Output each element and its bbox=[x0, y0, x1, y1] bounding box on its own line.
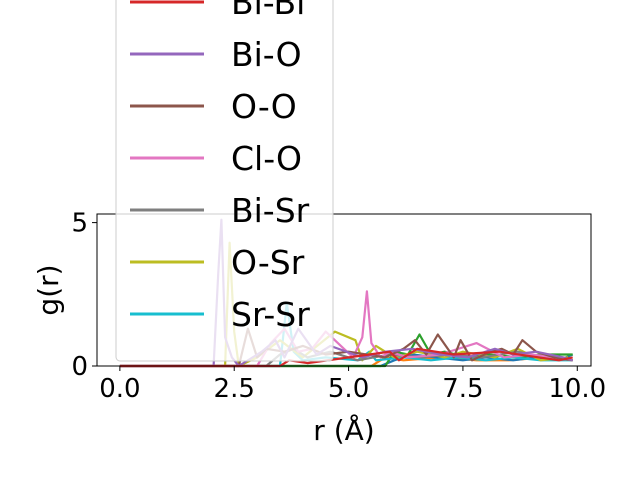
legend-label-bi-sr: Bi-Sr bbox=[231, 191, 310, 230]
y-axis-label: g(r) bbox=[32, 264, 65, 315]
legend-items: Bi-Bi Bi-O O-O Cl-O Bi-Sr O-Sr Sr-Sr bbox=[130, 0, 310, 334]
x-tick-label: 10.0 bbox=[548, 374, 606, 404]
legend-label-cl-o: Cl-O bbox=[231, 139, 302, 178]
x-tick-label: 0.0 bbox=[99, 374, 140, 404]
y-tick-label: 0 bbox=[71, 352, 88, 382]
y-tick-label: 5 bbox=[71, 209, 88, 239]
legend-label-bi-bi: Bi-Bi bbox=[231, 0, 305, 22]
legend-label-sr-sr: Sr-Sr bbox=[231, 295, 310, 334]
legend: Bi-Bi Bi-O O-O Cl-O Bi-Sr O-Sr Sr-Sr bbox=[115, 0, 334, 362]
legend-box bbox=[115, 0, 334, 362]
legend-label-o-o: O-O bbox=[231, 87, 297, 126]
x-tick-label: 7.5 bbox=[442, 374, 483, 404]
x-tick-label: 5.0 bbox=[328, 374, 369, 404]
x-axis-label: r (Å) bbox=[313, 413, 374, 447]
legend-label-bi-o: Bi-O bbox=[231, 35, 302, 74]
x-tick-label: 2.5 bbox=[214, 374, 255, 404]
plot-frame bbox=[96, 213, 592, 367]
ticks-layer: 0.0 2.5 5.0 7.5 10.0 0 5 bbox=[71, 209, 606, 404]
legend-label-o-sr: O-Sr bbox=[231, 243, 305, 282]
